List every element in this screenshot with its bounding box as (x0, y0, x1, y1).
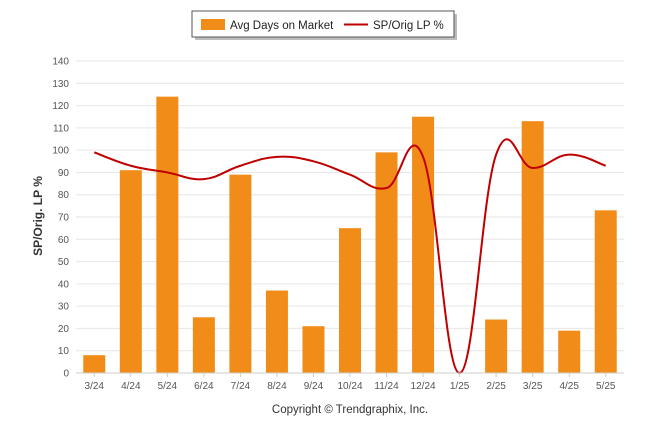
y-tick-label-80: 80 (58, 190, 70, 201)
legend-swatch-bar (201, 19, 225, 30)
legend-label-bar: Avg Days on Market (230, 20, 334, 32)
y-tick-label-0: 0 (63, 369, 69, 380)
x-tick-label-4-25: 4/25 (559, 381, 579, 392)
legend-box (191, 10, 455, 38)
bar-2-25 (485, 319, 508, 373)
bar-6-24 (192, 317, 215, 373)
x-tick-label-7-24: 7/24 (231, 381, 251, 392)
x-tick-label-2-25: 2/25 (486, 381, 506, 392)
x-tick-label-10-24: 10/24 (337, 381, 362, 392)
y-axis-label: SP/Orig. LP % (31, 176, 45, 256)
y-axis-ticks: 0 10 20 30 40 50 60 70 80 90 100 110 120 130 140 (52, 57, 69, 380)
y-tick-label-120: 120 (52, 101, 69, 112)
y-tick-label-90: 90 (58, 168, 70, 179)
x-tick-label-1-25: 1/25 (450, 381, 470, 392)
y-tick-label-30: 30 (58, 302, 70, 313)
y-tick-label-110: 110 (53, 123, 69, 134)
x-tick-label-6-24: 6/24 (194, 381, 214, 392)
bar-4-25 (558, 330, 581, 373)
bar-5-24 (156, 96, 179, 374)
y-tick-label-70: 70 (58, 213, 70, 224)
y-tick-label-10: 10 (58, 346, 70, 357)
bar-11-24 (375, 152, 398, 373)
y-tick-label-130: 130 (52, 79, 69, 90)
y-tick-label-40: 40 (58, 279, 70, 290)
line-series-sp-orig-lp (93, 138, 607, 375)
x-tick-label-9-24: 9/24 (304, 381, 324, 392)
x-tick-label-5-24: 5/24 (158, 381, 178, 392)
y-tick-label-140: 140 (52, 57, 69, 68)
bars (83, 96, 617, 374)
x-tick-label-5-25: 5/25 (596, 381, 616, 392)
x-tick-label-11-24: 11/24 (374, 381, 399, 392)
x-tick-label-4-24: 4/24 (121, 381, 141, 392)
x-tick-label-12-24: 12/24 (411, 381, 436, 392)
y-tick-label-50: 50 (58, 257, 70, 268)
bar-5-25 (594, 210, 617, 373)
legend-label-line: SP/Orig LP % (373, 20, 444, 32)
copyright-text: Copyright © Trendgraphix, Inc. (272, 404, 428, 416)
x-tick-label-8-24: 8/24 (267, 381, 287, 392)
legend: Avg Days on Market SP/Orig LP % (191, 10, 457, 40)
bar-3-25 (521, 121, 544, 374)
x-axis-ticks: 3/24 4/24 5/24 6/24 7/24 8/24 9/24 10/24 11/24 12… (85, 373, 616, 392)
bar-7-24 (229, 174, 252, 373)
x-tick-label-3-25: 3/25 (523, 381, 543, 392)
bar-4-24 (119, 170, 142, 373)
bar-3-24 (83, 355, 106, 373)
y-tick-label-100: 100 (52, 146, 69, 157)
bar-9-24 (302, 326, 325, 373)
y-tick-label-20: 20 (58, 324, 70, 335)
x-tick-label-3-24: 3/24 (85, 381, 105, 392)
bar-10-24 (339, 228, 361, 373)
bar-8-24 (265, 290, 288, 373)
y-tick-label-60: 60 (58, 235, 70, 246)
